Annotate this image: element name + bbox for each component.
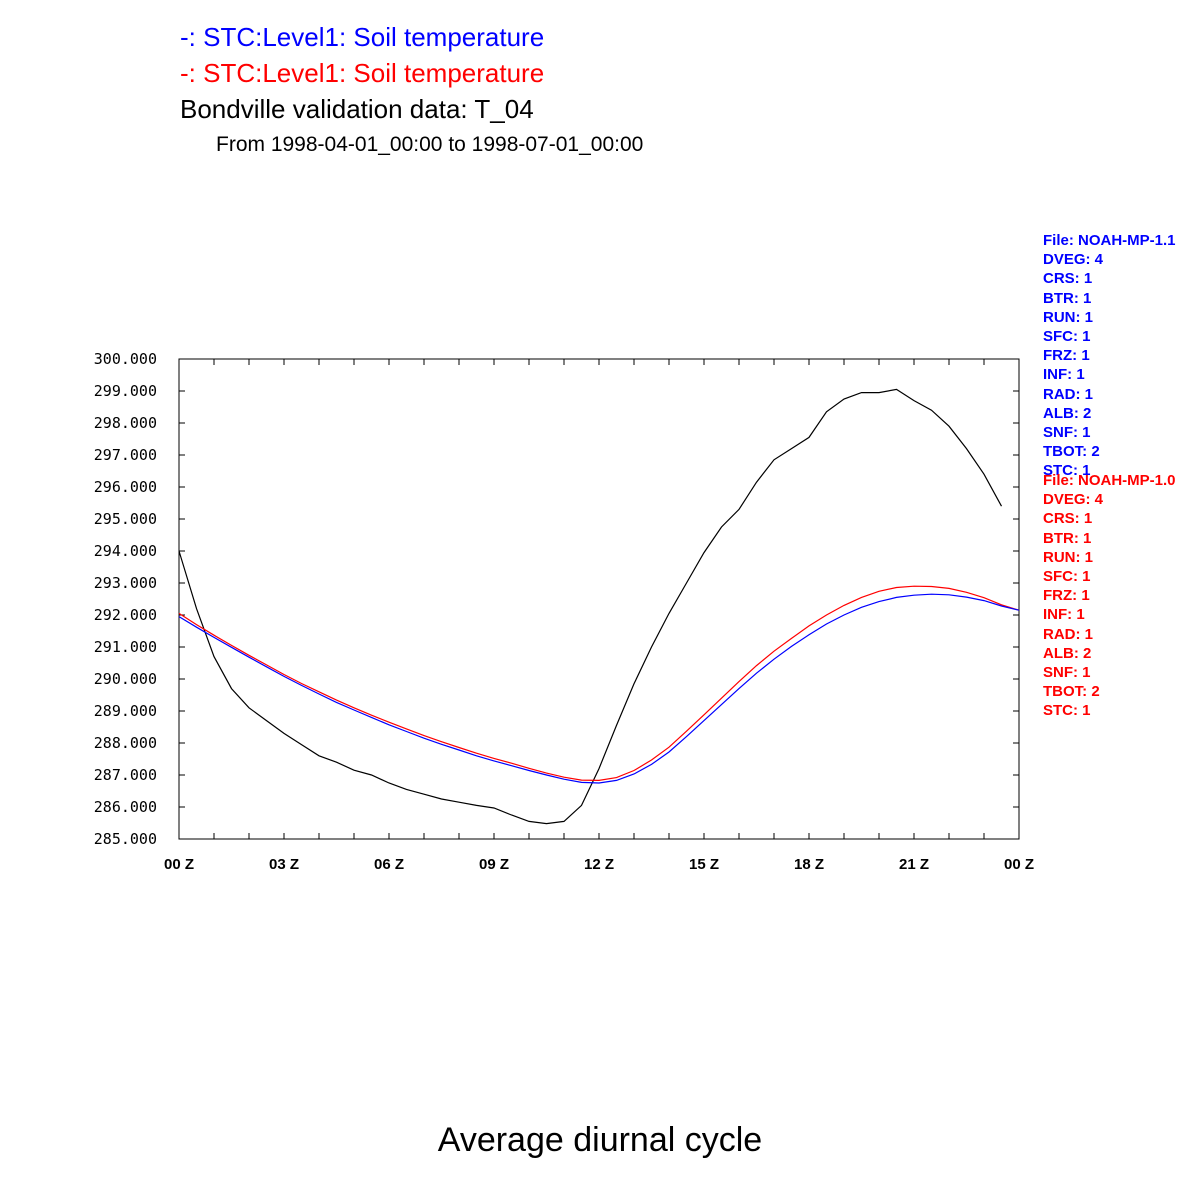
legend-entry: INF: 1 [1043, 366, 1085, 384]
legend-entry: TBOT: 2 [1043, 443, 1100, 461]
y-tick-label: 298.000 [94, 414, 157, 432]
chart-title-validation: Bondville validation data: T_04 [180, 94, 534, 124]
legend-entry: FRZ: 1 [1043, 587, 1090, 605]
y-tick-label: 297.000 [94, 446, 157, 464]
legend-entry: CRS: 1 [1043, 270, 1093, 288]
legend-entry: RUN: 1 [1043, 308, 1094, 326]
x-tick-label: 18 Z [794, 856, 824, 873]
y-tick-label: 294.000 [94, 542, 157, 560]
legend-entry: CRS: 1 [1043, 510, 1093, 528]
x-tick-label: 09 Z [479, 856, 509, 873]
y-tick-label: 293.000 [94, 574, 157, 592]
y-tick-label: 289.000 [94, 702, 157, 720]
chart-title-blue-series: -: STC:Level1: Soil temperature [180, 22, 545, 52]
x-tick-label: 21 Z [899, 856, 929, 873]
x-tick-label: 03 Z [269, 856, 299, 873]
legend-entry: TBOT: 2 [1043, 683, 1100, 701]
chart-title-red-series: -: STC:Level1: Soil temperature [180, 58, 545, 88]
legend-entry: FRZ: 1 [1043, 347, 1090, 365]
y-tick-label: 285.000 [94, 830, 157, 848]
y-tick-label: 300.000 [94, 350, 157, 368]
legend-entry: ALB: 2 [1043, 644, 1092, 662]
legend-entry: SNF: 1 [1043, 424, 1091, 442]
chart-subtitle-date-range: From 1998-04-01_00:00 to 1998-07-01_00:0… [216, 133, 644, 156]
y-tick-label: 299.000 [94, 382, 157, 400]
series-line-1 [178, 585, 1020, 782]
legend-entry: BTR: 1 [1043, 529, 1092, 547]
x-tick-label: 00 Z [164, 856, 194, 873]
x-tick-label: 15 Z [689, 856, 719, 873]
plot-frame [178, 358, 1020, 840]
y-tick-label: 288.000 [94, 734, 157, 752]
legend-red-series: File: NOAH-MP-1.0 DVEG: 4 CRS: 1 BTR: 1 RUN:… [1043, 471, 1176, 721]
y-tick-label: 286.000 [94, 798, 157, 816]
legend-entry: SFC: 1 [1043, 568, 1091, 586]
legend-entry: File: NOAH-MP-1.0 [1043, 472, 1176, 489]
legend-entry: STC: 1 [1043, 702, 1091, 720]
legend-entry: RAD: 1 [1043, 385, 1094, 403]
legend-entry: RAD: 1 [1043, 625, 1094, 643]
legend-entry: STC: 1 [1043, 462, 1091, 480]
legend-blue-series: File: NOAH-MP-1.1 DVEG: 4 CRS: 1 BTR: 1 RUN:… [1043, 231, 1176, 481]
y-tick-label: 287.000 [94, 766, 157, 784]
y-tick-label: 291.000 [94, 638, 157, 656]
legend-entry: File: NOAH-MP-1.1 [1043, 232, 1176, 249]
y-tick-label: 296.000 [94, 478, 157, 496]
series-line-0 [178, 388, 1003, 825]
legend-entry: SFC: 1 [1043, 328, 1091, 346]
y-tick-label: 295.000 [94, 510, 157, 528]
legend-entry: DVEG: 4 [1043, 491, 1104, 509]
legend-entry: SNF: 1 [1043, 664, 1091, 682]
series-line-2 [178, 593, 1020, 784]
chart-bottom-title: Average diurnal cycle [437, 1121, 763, 1159]
y-tick-label: 292.000 [94, 606, 157, 624]
legend-entry: INF: 1 [1043, 606, 1085, 624]
x-tick-label: 06 Z [374, 856, 404, 873]
x-tick-label: 12 Z [584, 856, 614, 873]
legend-entry: ALB: 2 [1043, 404, 1092, 422]
legend-entry: BTR: 1 [1043, 289, 1092, 307]
x-tick-label: 00 Z [1004, 856, 1034, 873]
y-tick-label: 290.000 [94, 670, 157, 688]
legend-entry: DVEG: 4 [1043, 251, 1104, 269]
legend-entry: RUN: 1 [1043, 548, 1094, 566]
